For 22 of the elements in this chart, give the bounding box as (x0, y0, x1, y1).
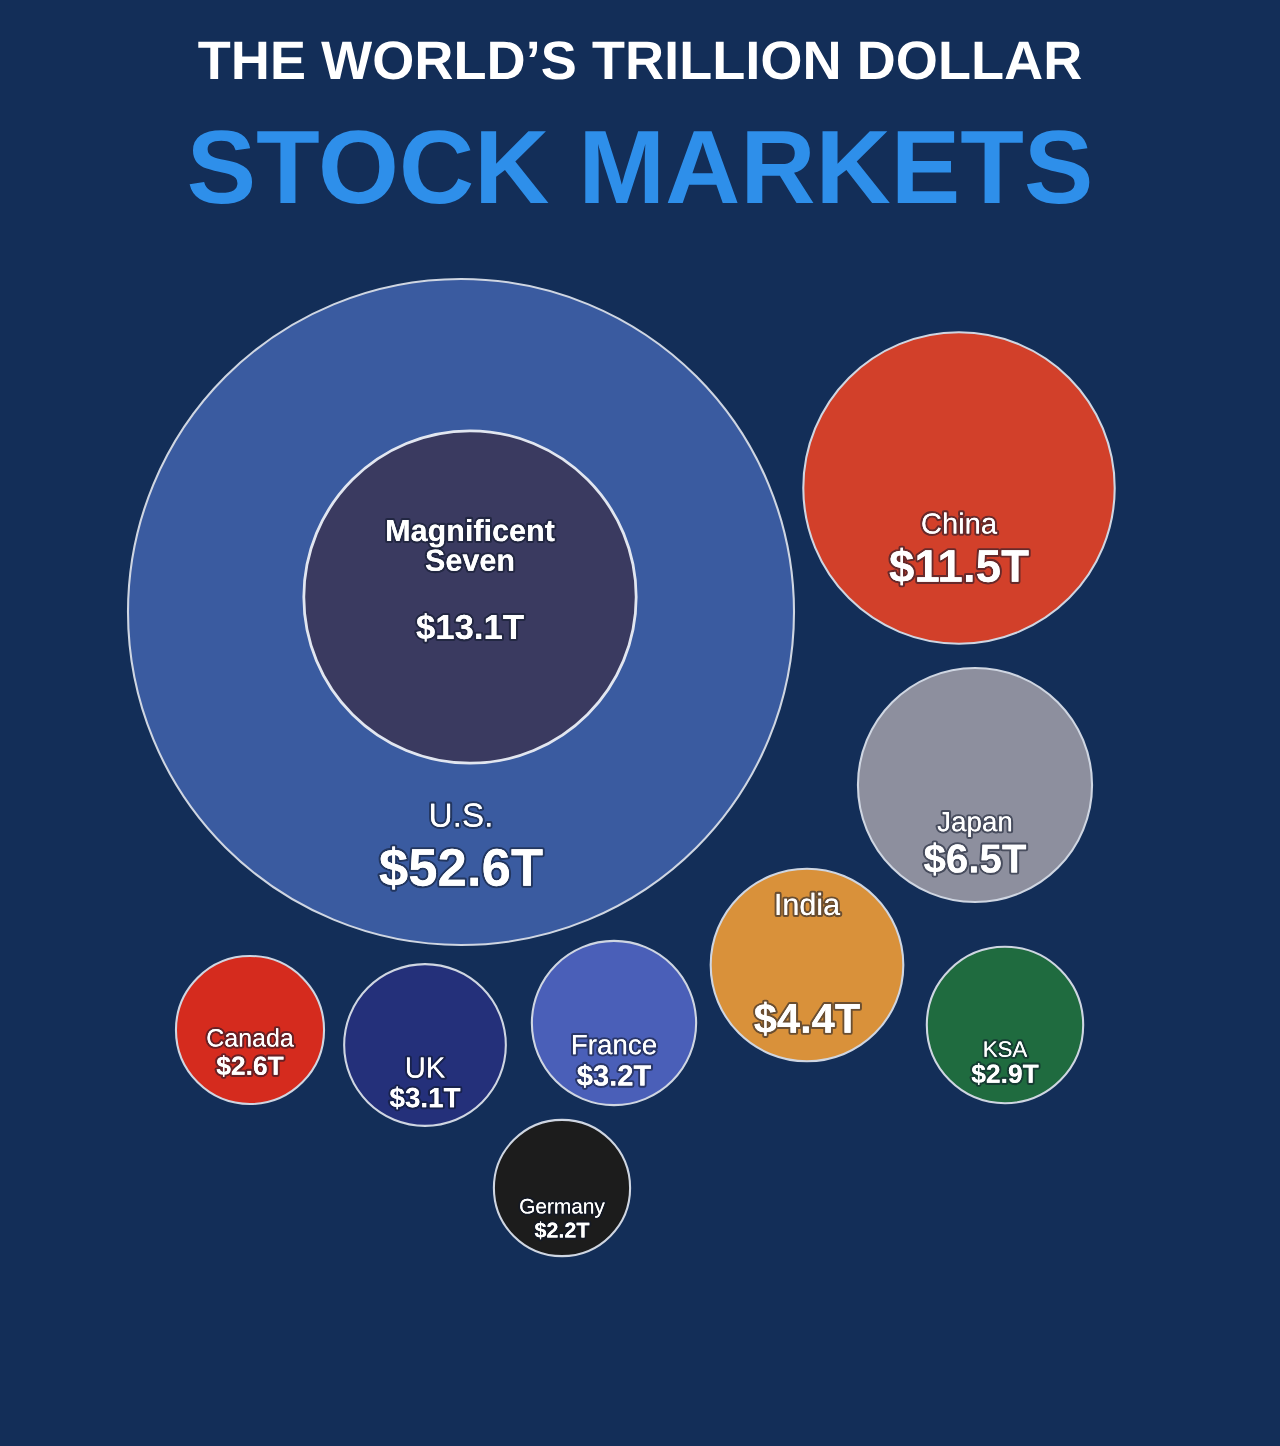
data-label: $11.5T (889, 547, 1029, 586)
data-label: $4.4T (754, 1001, 860, 1036)
data-label: $52.6T (379, 846, 543, 890)
category-label: UK (406, 1057, 445, 1078)
data-label: $2.2T (534, 1221, 590, 1240)
category-label: U.S. (431, 803, 491, 827)
category-label: Germany (520, 1198, 605, 1218)
category-label: Magnificent Seven (387, 518, 555, 572)
data-label: $2.9T (971, 1063, 1039, 1085)
category-label: China (922, 512, 998, 534)
category-label: Canada (207, 1028, 294, 1047)
data-label: $13.1T (416, 613, 524, 642)
category-label: India (776, 892, 841, 916)
category-label: France (573, 1035, 656, 1055)
text: STOCK MARKETS (189, 130, 1090, 204)
data-label: $3.2T (577, 1063, 651, 1088)
category-label: Japan (937, 812, 1012, 837)
category-label: KSA (984, 1041, 1028, 1057)
text: THE WORLD’S TRILLION DOLLAR (198, 41, 1082, 80)
data-label: $3.1T (389, 1086, 461, 1110)
data-label: $2.6T (216, 1055, 284, 1077)
data-label: $6.5T (924, 842, 1027, 876)
